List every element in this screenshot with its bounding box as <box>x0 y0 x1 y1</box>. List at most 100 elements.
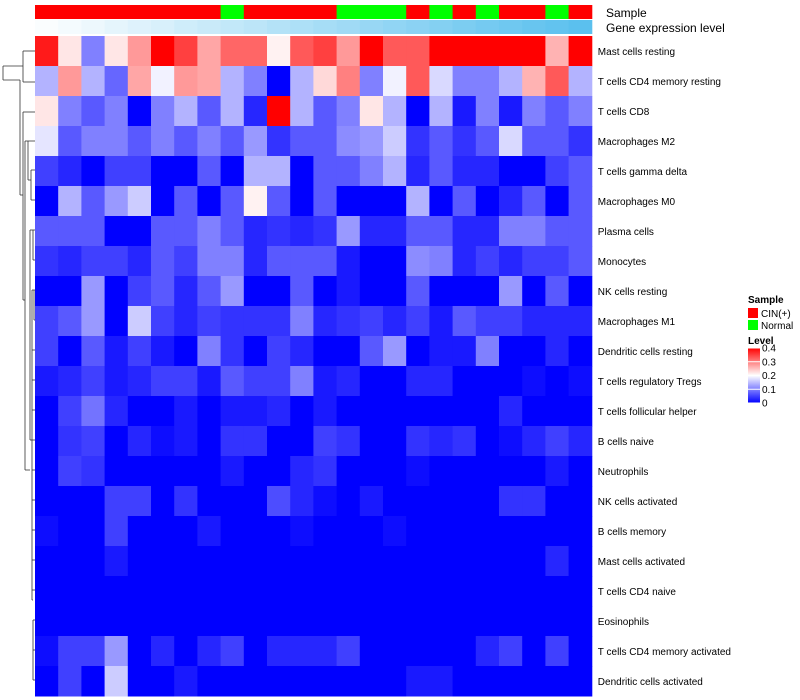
heatmap-cell <box>290 246 314 277</box>
heatmap-cell <box>452 96 477 127</box>
heatmap-cell <box>104 276 129 307</box>
heatmap-cell <box>81 126 106 157</box>
heatmap-cell <box>104 36 129 67</box>
heatmap-cell <box>522 666 546 697</box>
heatmap-cell <box>151 216 175 247</box>
heatmap-cell <box>452 576 477 607</box>
heatmap-cell <box>545 576 570 607</box>
heatmap-cell <box>35 126 59 157</box>
heatmap-cell <box>383 96 407 127</box>
heatmap-cell <box>267 216 291 247</box>
heatmap-cell <box>243 66 268 97</box>
row-label: Macrophages M1 <box>598 317 676 328</box>
heatmap-cell <box>452 306 477 337</box>
heatmap-cell <box>336 606 361 637</box>
heatmap-cell <box>220 246 245 277</box>
heatmap-cell <box>429 306 454 337</box>
heatmap-cell <box>499 606 523 637</box>
heatmap-cell <box>58 486 82 517</box>
heatmap-cell <box>267 636 291 667</box>
heatmap-cell <box>243 306 268 337</box>
row-label: T cells CD4 memory resting <box>598 77 721 88</box>
heatmap-cell <box>545 396 570 427</box>
heatmap-cell <box>336 246 361 277</box>
heatmap-cell <box>336 36 361 67</box>
legend-tick-label: 0.4 <box>762 344 776 355</box>
sample-annotation-cell <box>104 5 129 19</box>
heatmap-cell <box>568 426 593 457</box>
expression-annotation-cell <box>151 20 175 34</box>
heatmap-cell <box>522 156 546 187</box>
heatmap-cell <box>58 306 82 337</box>
row-label: Dendritic cells resting <box>598 347 693 358</box>
heatmap-cell <box>127 156 152 187</box>
expression-annotation-cell <box>267 20 291 34</box>
heatmap-cell <box>290 456 314 487</box>
heatmap-cell <box>243 486 268 517</box>
heatmap-cell <box>336 636 361 667</box>
heatmap-cell <box>568 396 593 427</box>
heatmap-cell <box>429 66 454 97</box>
heatmap-cell <box>127 516 152 547</box>
heatmap-cell <box>151 366 175 397</box>
heatmap-cell <box>568 516 593 547</box>
heatmap-cell <box>267 396 291 427</box>
heatmap-cell <box>127 96 152 127</box>
sample-annotation-cell <box>475 5 500 19</box>
row-label: Dendritic cells activated <box>598 677 703 688</box>
heatmap-cell <box>499 96 523 127</box>
heatmap-cell <box>174 516 198 547</box>
heatmap-cell <box>81 276 106 307</box>
heatmap-cell <box>545 156 570 187</box>
heatmap-cell <box>290 156 314 187</box>
heatmap-cell <box>568 306 593 337</box>
heatmap-cell <box>58 396 82 427</box>
heatmap-cell <box>359 606 384 637</box>
heatmap-cell <box>35 396 59 427</box>
heatmap-cell <box>452 186 477 217</box>
heatmap-cell <box>545 36 570 67</box>
heatmap-cell <box>383 486 407 517</box>
sample-annotation-cell <box>243 5 268 19</box>
heatmap-cell <box>104 546 129 577</box>
heatmap-cell <box>313 66 338 97</box>
heatmap-cell <box>220 36 245 67</box>
heatmap-cell <box>174 306 198 337</box>
heatmap-cell <box>290 186 314 217</box>
sample-annotation-cell <box>499 5 523 19</box>
heatmap-cell <box>58 426 82 457</box>
heatmap-cell <box>313 396 338 427</box>
heatmap-cell <box>290 516 314 547</box>
heatmap-cell <box>267 366 291 397</box>
heatmap-cell <box>522 276 546 307</box>
row-label: T cells follicular helper <box>598 407 697 418</box>
heatmap-cell <box>406 636 430 667</box>
heatmap-cell <box>35 246 59 277</box>
heatmap-cell <box>336 396 361 427</box>
heatmap-cell <box>220 486 245 517</box>
heatmap-cell <box>522 216 546 247</box>
heatmap-cell <box>290 336 314 367</box>
heatmap-cell <box>58 186 82 217</box>
heatmap-cell <box>243 366 268 397</box>
heatmap-cell <box>499 546 523 577</box>
heatmap-cell <box>313 546 338 577</box>
heatmap-cell <box>220 456 245 487</box>
expression-annotation-cell <box>58 20 82 34</box>
heatmap-cell <box>290 126 314 157</box>
heatmap-cell <box>174 606 198 637</box>
heatmap-cell <box>151 36 175 67</box>
expression-annotation-cell <box>313 20 338 34</box>
heatmap-cell <box>406 156 430 187</box>
column-annotations <box>35 5 593 34</box>
heatmap-cell <box>104 456 129 487</box>
heatmap-cell <box>220 516 245 547</box>
heatmap-cell <box>406 186 430 217</box>
heatmap-cell <box>127 396 152 427</box>
row-label: Mast cells activated <box>598 557 685 568</box>
heatmap-cell <box>127 366 152 397</box>
heatmap-cell <box>475 306 500 337</box>
heatmap-cell <box>151 396 175 427</box>
heatmap-cell <box>267 666 291 697</box>
heatmap-cell <box>336 576 361 607</box>
